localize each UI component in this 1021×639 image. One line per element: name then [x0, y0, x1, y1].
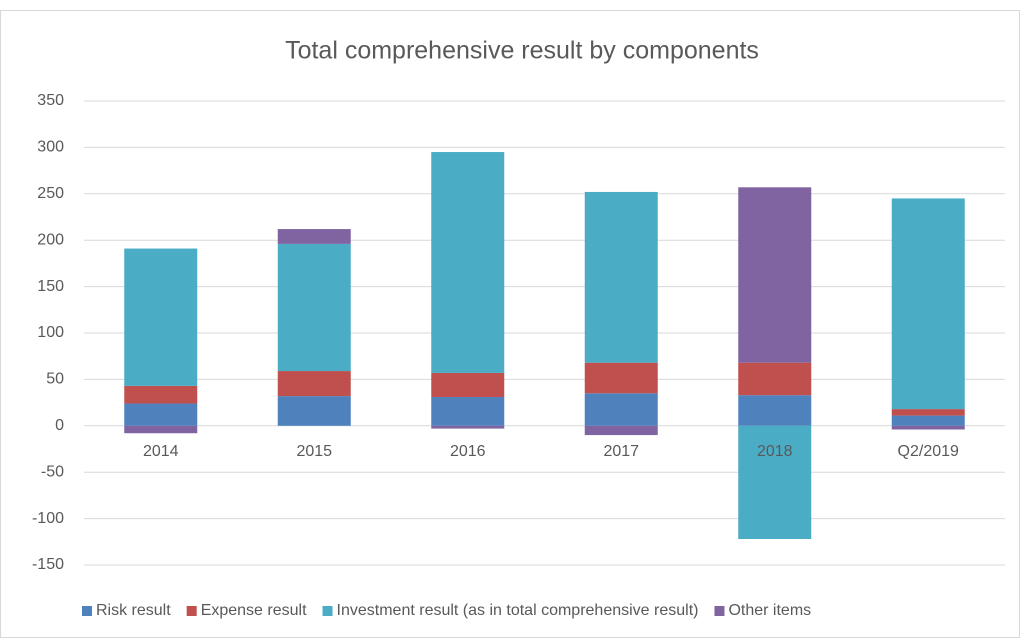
- y-tick-label: 200: [37, 231, 64, 248]
- bar: [891, 198, 965, 410]
- legend-label: Other items: [728, 602, 811, 619]
- y-tick-label: 50: [46, 371, 64, 388]
- y-tick-label: 150: [37, 278, 64, 295]
- legend-label: Risk result: [96, 602, 171, 619]
- x-tick-label: 2015: [296, 443, 332, 460]
- y-tick-label: -100: [32, 510, 64, 527]
- bar: [738, 425, 812, 540]
- bar: [277, 229, 351, 244]
- bar: [584, 191, 658, 363]
- bar: [124, 425, 198, 434]
- x-tick-label: 2017: [603, 443, 639, 460]
- bar: [277, 396, 351, 426]
- bar: [738, 187, 812, 363]
- bar: [738, 362, 812, 396]
- bar: [431, 372, 505, 398]
- bar: [584, 425, 658, 436]
- legend-swatch: [714, 606, 725, 616]
- bar: [277, 371, 351, 397]
- y-tick-label: 100: [37, 324, 64, 341]
- x-tick-label: 2014: [143, 443, 179, 460]
- y-tick-label: -50: [41, 463, 64, 480]
- y-tick-label: 300: [37, 139, 64, 156]
- bar: [738, 395, 812, 426]
- bar: [891, 415, 965, 426]
- y-tick-label: -150: [32, 556, 64, 573]
- bar: [124, 248, 198, 386]
- legend-label: Expense result: [201, 602, 307, 619]
- grid: [84, 100, 1005, 566]
- bar: [431, 397, 505, 426]
- legend-swatch: [82, 606, 92, 616]
- y-tick-label: 250: [37, 185, 64, 202]
- bar: [891, 425, 965, 430]
- bar: [124, 385, 198, 404]
- legend: Risk result Expense result Investment resu…: [82, 602, 811, 619]
- bar: [124, 403, 198, 426]
- legend-label: Investment result (as in total comprehen…: [337, 602, 699, 619]
- legend-swatch: [322, 606, 333, 616]
- y-tick-label: 350: [37, 92, 64, 109]
- bar: [584, 393, 658, 426]
- x-tick-label: 2016: [450, 443, 486, 460]
- x-tick-label: 2018: [757, 443, 793, 460]
- y-tick-label: 0: [55, 417, 64, 434]
- bar: [277, 243, 351, 372]
- bar: [891, 409, 965, 416]
- bar: [431, 425, 505, 429]
- x-tick-label: Q2/2019: [898, 443, 959, 460]
- bar: [431, 152, 505, 373]
- legend-swatch: [186, 606, 197, 616]
- chart-title: Total comprehensive result by components: [285, 37, 759, 65]
- bar: [584, 362, 658, 394]
